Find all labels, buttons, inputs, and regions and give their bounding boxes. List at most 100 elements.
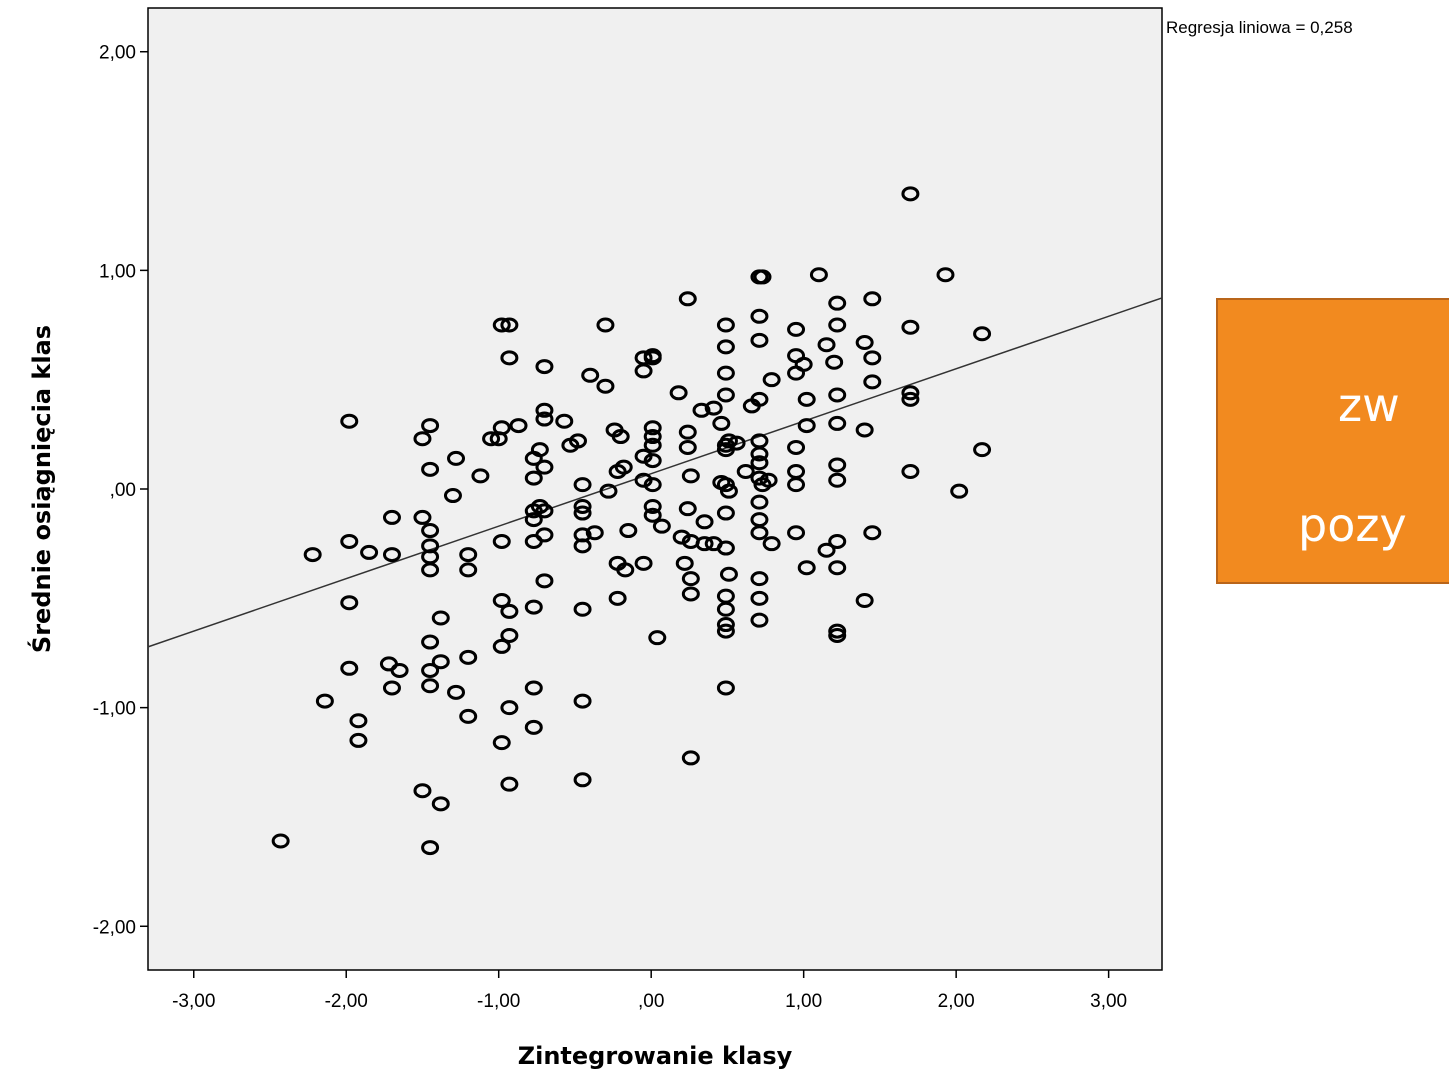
data-point [678,439,697,455]
data-point [535,459,554,475]
data-point [973,326,992,342]
data-point [901,464,920,480]
data-point [652,518,671,534]
data-point [500,317,519,333]
data-point [787,525,806,541]
data-point [678,501,697,517]
y-tick-label: 1,00 [99,261,136,282]
data-point [828,457,847,473]
data-point [459,708,478,724]
data-point [634,555,653,571]
data-point [759,472,778,488]
data-point [585,525,604,541]
data-point [719,483,738,499]
data-point [573,505,592,521]
data-point [643,429,662,445]
data-point [750,308,769,324]
data-point [750,525,769,541]
data-point [360,544,379,560]
data-point [382,509,401,525]
data-point [863,291,882,307]
data-point [524,470,543,486]
data-point [855,593,874,609]
data-point [855,335,874,351]
data-point [950,483,969,499]
data-point [492,420,511,436]
data-point [421,562,440,578]
callout-line-2: pozy [1298,498,1407,552]
data-point [828,623,847,639]
data-point [500,776,519,792]
data-point [535,527,554,543]
data-point [492,638,511,654]
data-point [828,295,847,311]
data-point [390,662,409,678]
data-point [431,796,450,812]
data-point [581,367,600,383]
data-point [750,470,769,486]
data-point [736,464,755,480]
data-point [509,418,528,434]
data-point [809,267,828,283]
data-point [608,590,627,606]
data-point [619,523,638,539]
data-point [828,472,847,488]
data-point [787,477,806,493]
data-point [828,560,847,576]
data-point [750,332,769,348]
data-point [315,693,334,709]
data-point [750,590,769,606]
data-point [573,498,592,514]
data-point [634,363,653,379]
x-tick-label: -2,00 [325,991,368,1012]
data-point [712,415,731,431]
y-tick-label: -1,00 [93,699,136,720]
data-point [573,538,592,554]
x-tick-label: -3,00 [172,991,215,1012]
data-point [678,424,697,440]
x-axis: -3,00 -2,00 -1,00 ,00 1,00 2,00 3,00 [172,970,1127,1012]
x-tick-label: 2,00 [938,991,975,1012]
data-point [413,783,432,799]
data-point [530,442,549,458]
data-point [535,573,554,589]
data-point [492,533,511,549]
data-point [524,599,543,615]
fit-line-label: Regresja liniowa = 0,258 [1166,18,1353,37]
data-point [482,431,501,447]
data-point [794,356,813,372]
data-point [704,400,723,416]
data-point [675,555,694,571]
data-point [524,680,543,696]
x-axis-title: Zintegrowanie klasy [518,1042,793,1070]
data-point [500,603,519,619]
data-point [643,350,662,366]
data-point [750,446,769,462]
data-point [692,402,711,418]
data-point [719,566,738,582]
data-point [817,337,836,353]
data-point [797,391,816,407]
data-point [828,415,847,431]
data-point [643,498,662,514]
data-point [616,562,635,578]
data-point [863,350,882,366]
data-point [421,840,440,856]
data-point [716,623,735,639]
data-point [421,523,440,539]
y-tick-label: 2,00 [99,43,136,64]
data-point [303,547,322,563]
data-point [413,509,432,525]
x-tick-label: ,00 [638,991,664,1012]
data-point [855,422,874,438]
data-point [492,735,511,751]
data-point [797,560,816,576]
data-point [716,477,735,493]
data-point [901,391,920,407]
data-point [443,488,462,504]
data-point [535,402,554,418]
data-point [535,503,554,519]
data-point [382,680,401,696]
data-point [492,593,511,609]
data-point [459,649,478,665]
